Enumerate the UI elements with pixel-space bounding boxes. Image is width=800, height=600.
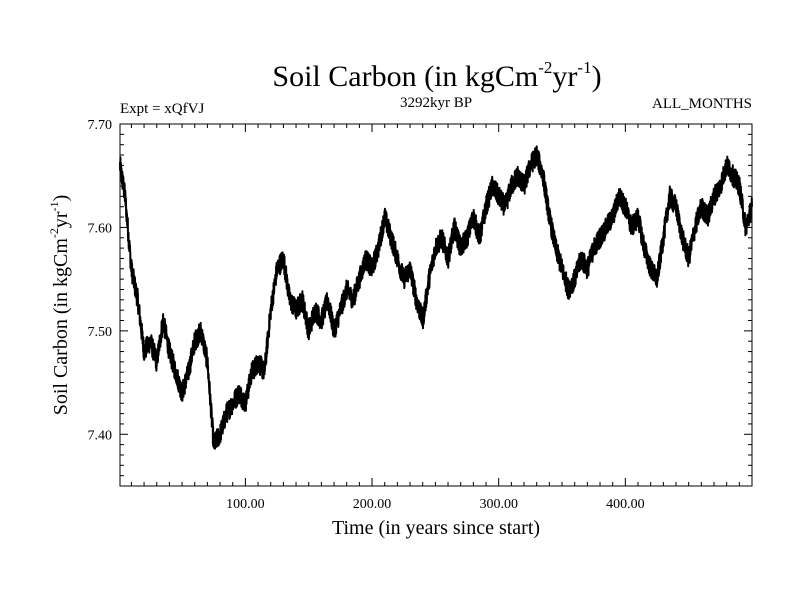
y-axis-ticks [120,123,752,487]
x-tick-label: 400.00 [606,497,645,512]
period-label: 3292kyr BP [400,95,472,111]
x-axis-label: Time (in years since start) [332,517,540,539]
months-label: ALL_MONTHS [652,96,752,112]
x-axis-ticks [130,124,740,486]
experiment-label: Expt = xQfVJ [120,101,204,117]
x-tick-label: 200.00 [353,497,392,512]
soil-carbon-series-line [119,145,753,450]
plot-area-frame [119,123,753,487]
y-tick-label: 7.70 [88,118,113,133]
y-tick-label: 7.60 [88,221,113,236]
y-tick-label: 7.40 [88,428,113,443]
x-tick-label: 100.00 [226,497,265,512]
x-axis-tick-labels: 100.00 200.00 300.00 400.00 [226,497,644,512]
chart-title: Soil Carbon (in kgCm-2yr-1) [272,58,601,93]
y-axis-tick-labels: 7.40 7.50 7.60 7.70 [88,118,113,443]
y-tick-label: 7.50 [88,325,113,340]
y-axis-label: Soil Carbon (in kgCm-2yr-1) [47,195,72,416]
x-tick-label: 300.00 [479,497,518,512]
